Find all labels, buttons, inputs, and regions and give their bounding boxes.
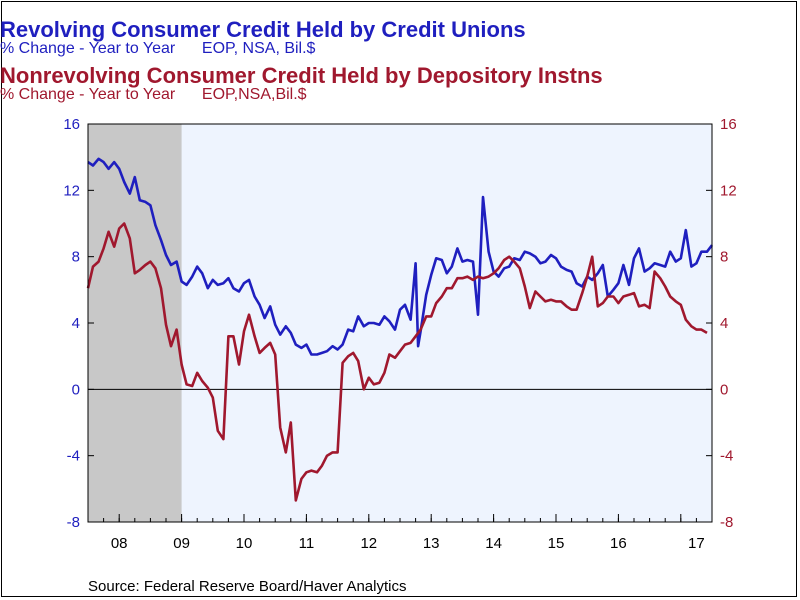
plot-area [88,124,712,522]
y-tick-label-left: 0 [72,381,80,398]
x-tick-label: 16 [610,535,627,552]
y-tick-label-right: -4 [720,448,733,465]
series2-line [86,222,708,502]
y-tick-label-left: -8 [67,514,80,531]
y-tick-label-left: 12 [63,182,80,199]
series1-subtitle: % Change - Year to Year EOP, NSA, Bil.$ [0,40,316,57]
y-tick-label-right: -8 [720,514,733,531]
y-tick-label-left: 8 [72,249,80,266]
y-tick-label-right: 4 [720,315,728,332]
y-tick-label-right: 0 [720,381,728,398]
recession-shading [88,124,182,522]
series2-title: Nonrevolving Consumer Credit Held by Dep… [0,63,603,88]
x-tick-label: 08 [111,535,128,552]
y-tick-label-left: 16 [63,116,80,133]
x-tick-label: 11 [299,535,315,552]
series1-line [87,157,714,356]
x-tick-label: 09 [173,535,190,552]
x-tick-label: 12 [360,535,377,552]
series2-subtitle: % Change - Year to Year EOP,NSA,Bil.$ [0,86,307,103]
x-tick-label: 14 [485,535,502,552]
y-tick-label-right: 8 [720,249,728,266]
series1-title: Revolving Consumer Credit Held by Credit… [0,17,526,42]
y-tick-label-right: 16 [720,116,737,133]
y-tick-label-right: 12 [720,182,737,199]
x-tick-label: 15 [548,535,565,552]
y-tick-label-left: 4 [72,315,80,332]
x-tick-label: 17 [688,535,705,552]
x-tick-label: 13 [423,535,440,552]
x-tick-label: 10 [236,535,253,552]
y-tick-label-left: -4 [67,448,80,465]
source-note: Source: Federal Reserve Board/Haver Anal… [88,578,407,595]
